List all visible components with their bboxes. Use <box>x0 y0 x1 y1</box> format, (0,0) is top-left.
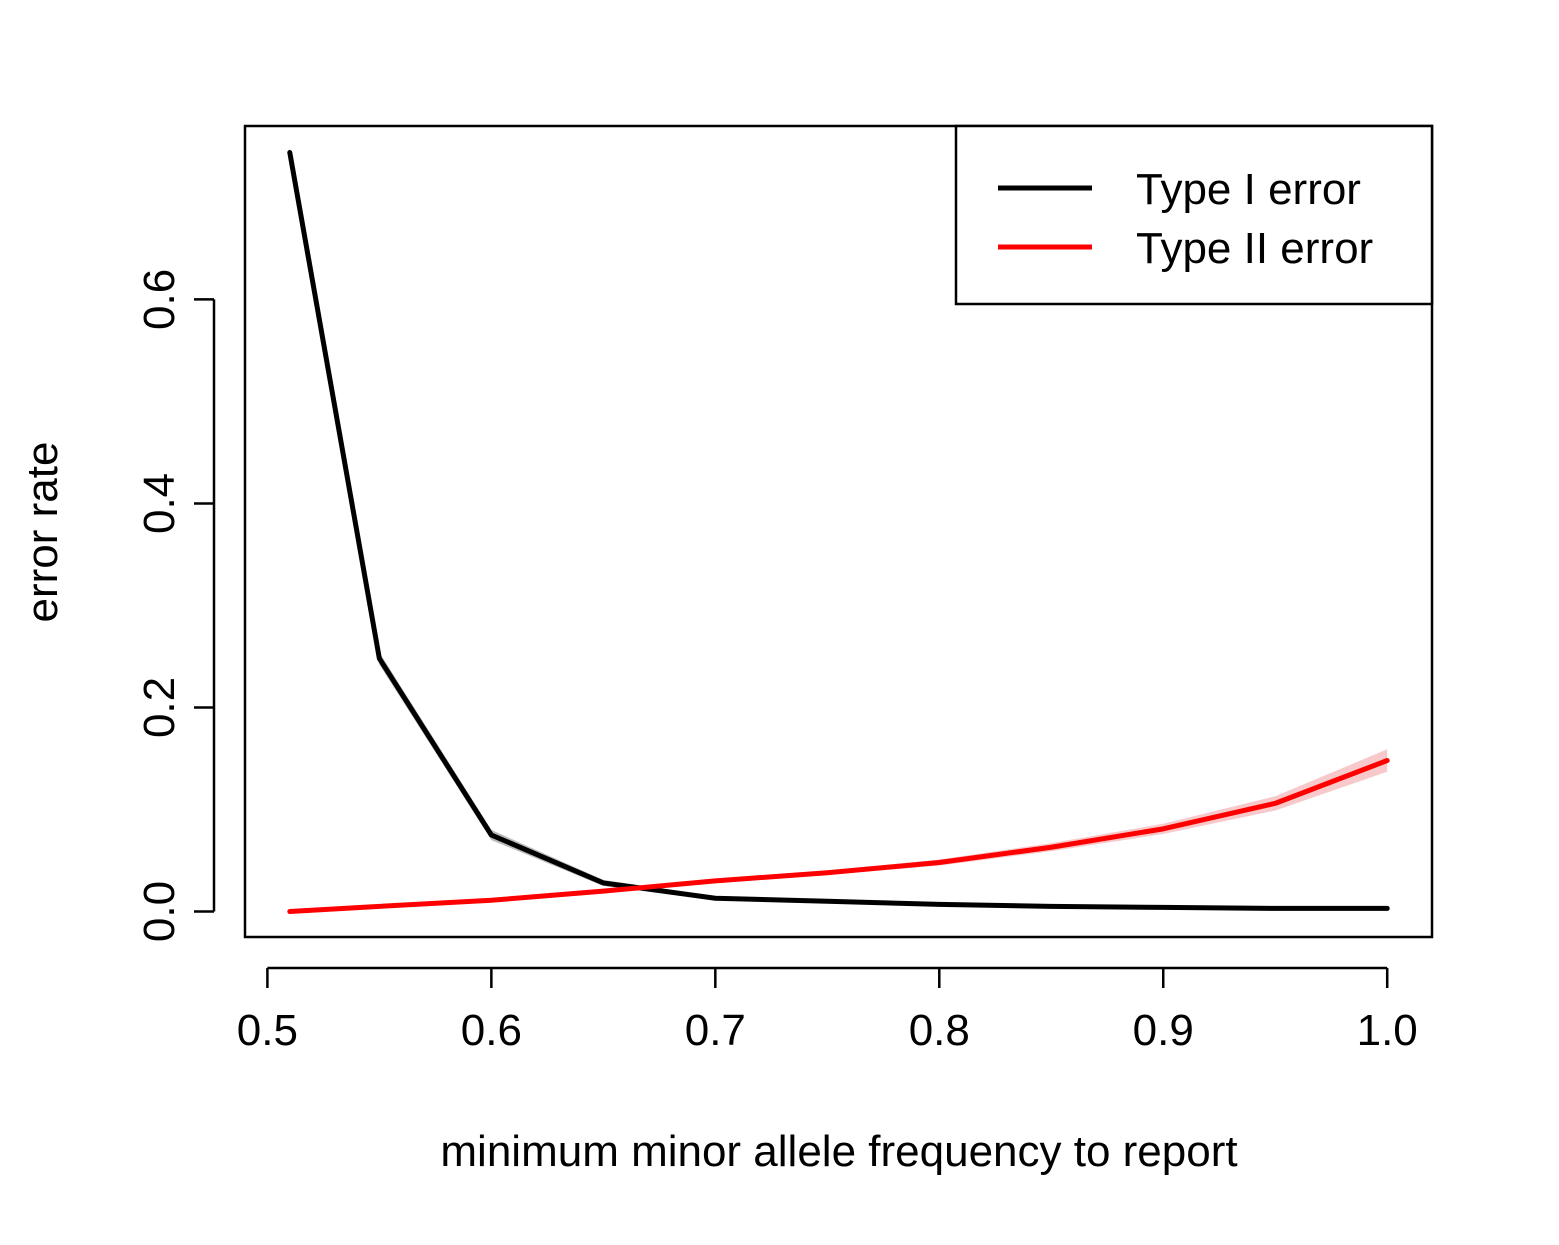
x-tick-label: 1.0 <box>1357 1006 1418 1055</box>
legend-label: Type II error <box>1136 224 1373 273</box>
legend-box <box>954 124 1434 306</box>
type-ii-error-band <box>289 749 1388 913</box>
type-ii-error-line <box>287 758 1390 914</box>
x-tick-label: 0.8 <box>909 1006 970 1055</box>
y-tick-label: 0.2 <box>135 677 184 738</box>
confidence-bands <box>289 148 1388 913</box>
legend: Type I error Type II error <box>954 124 1434 306</box>
x-axis-label: minimum minor allele frequency to report <box>440 1127 1237 1176</box>
y-tick-label: 0.6 <box>135 269 184 330</box>
series-lines <box>287 150 1390 914</box>
plot-frame <box>243 124 1434 939</box>
y-tick-label: 0.4 <box>135 473 184 534</box>
x-tick-label: 0.9 <box>1133 1006 1194 1055</box>
x-tick-label: 0.7 <box>685 1006 746 1055</box>
legend-label: Type I error <box>1136 165 1361 214</box>
x-tick-label: 0.5 <box>237 1006 298 1055</box>
y-tick-label: 0.0 <box>135 881 184 942</box>
y-axis-label: error rate <box>18 442 67 623</box>
x-tick-label: 0.6 <box>461 1006 522 1055</box>
y-axis: 0.0 0.2 0.4 0.6 <box>135 269 216 942</box>
type-i-error-line <box>287 150 1390 911</box>
x-axis: 0.5 0.6 0.7 0.8 0.9 1.0 <box>237 966 1418 1055</box>
